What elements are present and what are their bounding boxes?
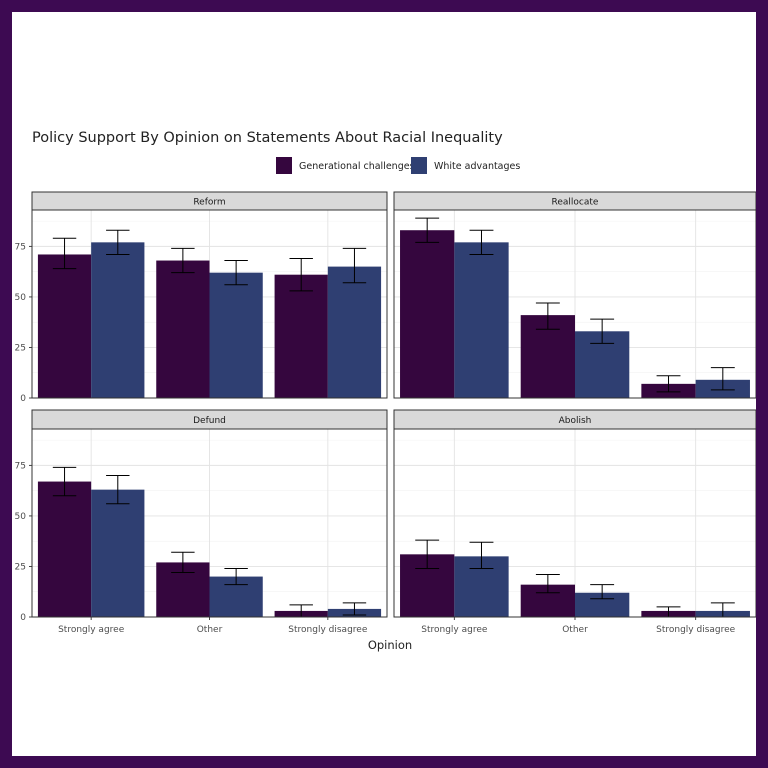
y-tick-label: 50 bbox=[15, 512, 27, 522]
strip-background bbox=[393, 191, 756, 211]
strip-label: Reform bbox=[193, 198, 225, 208]
x-tick-label: Strongly agree bbox=[58, 625, 125, 635]
chart-panels: Reform 0 25 50 75 Reallocate Defund 0 25 50 75 Abol… bbox=[15, 191, 756, 623]
bar bbox=[156, 260, 210, 398]
legend-label-0: Generational challenges bbox=[299, 161, 415, 172]
y-tick-label: 50 bbox=[15, 293, 27, 303]
bar bbox=[274, 274, 328, 398]
chart-title: Policy Support By Opinion on Statements … bbox=[32, 130, 503, 146]
bar bbox=[400, 230, 455, 398]
strip-background bbox=[393, 409, 756, 430]
bar bbox=[37, 481, 92, 617]
bar bbox=[454, 242, 509, 398]
x-axis-label: Opinion bbox=[368, 638, 412, 652]
panel-abolish: Abolish bbox=[393, 409, 756, 618]
chart-canvas: Policy Support By Opinion on Statements … bbox=[12, 12, 756, 756]
strip-label: Abolish bbox=[559, 416, 592, 426]
strip-background bbox=[31, 409, 388, 430]
panel-defund: Defund 0 25 50 75 bbox=[15, 409, 388, 623]
bar bbox=[91, 489, 145, 617]
x-tick-label: Strongly agree bbox=[421, 625, 488, 635]
panel-reform: Reform 0 25 50 75 bbox=[15, 191, 388, 404]
x-tick-label: Other bbox=[197, 625, 223, 635]
x-tick-label: Strongly disagree bbox=[288, 625, 368, 635]
strip-label: Reallocate bbox=[552, 198, 599, 208]
strip-label: Defund bbox=[193, 416, 226, 426]
bar bbox=[37, 254, 92, 398]
y-tick-label: 25 bbox=[15, 562, 26, 572]
x-tick-label: Strongly disagree bbox=[656, 625, 736, 635]
bar bbox=[91, 242, 145, 398]
y-tick-label: 75 bbox=[15, 461, 26, 471]
bar bbox=[327, 266, 382, 398]
x-tick-labels: Strongly agree Other Strongly disagree Stro… bbox=[58, 617, 736, 635]
faceted-bar-chart: Policy Support By Opinion on Statements … bbox=[15, 130, 756, 652]
legend: Generational challenges White advantages bbox=[276, 157, 520, 174]
x-tick-label: Other bbox=[562, 625, 588, 635]
strip-background bbox=[31, 191, 388, 211]
legend-swatch-1 bbox=[411, 157, 427, 174]
legend-swatch-0 bbox=[276, 157, 292, 174]
legend-label-1: White advantages bbox=[434, 161, 520, 172]
bar bbox=[209, 272, 263, 398]
y-tick-label: 0 bbox=[20, 613, 26, 623]
y-tick-label: 25 bbox=[15, 343, 26, 353]
panel-reallocate: Reallocate bbox=[393, 191, 756, 399]
y-tick-label: 75 bbox=[15, 242, 26, 252]
y-tick-label: 0 bbox=[20, 394, 26, 404]
